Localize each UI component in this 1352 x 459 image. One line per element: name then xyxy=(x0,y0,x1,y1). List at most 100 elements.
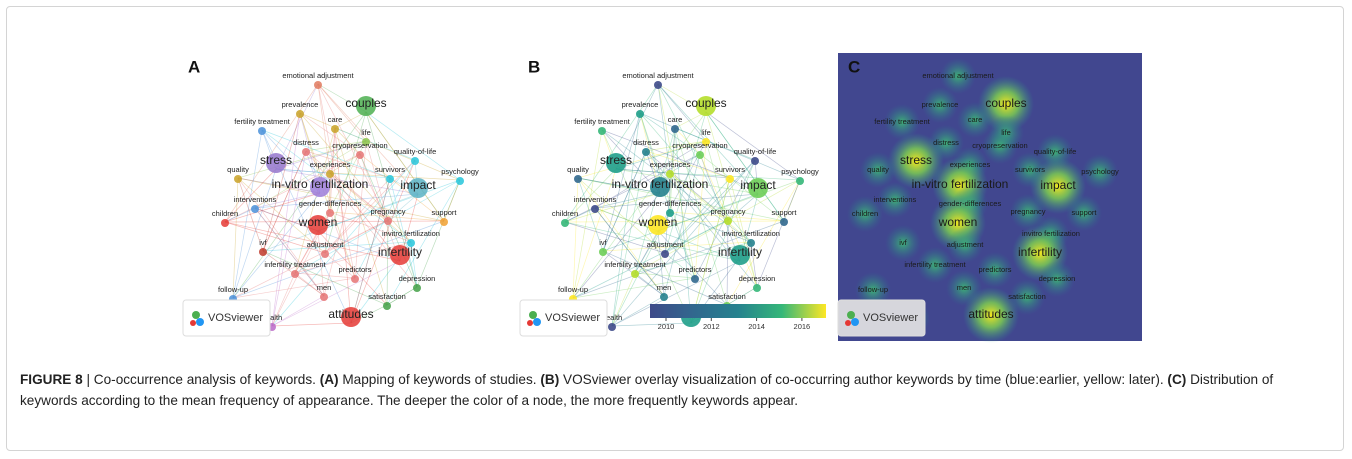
edge xyxy=(254,140,367,209)
edge xyxy=(594,192,661,209)
edge xyxy=(237,177,326,254)
node xyxy=(251,205,259,213)
node xyxy=(666,170,674,178)
edge xyxy=(572,129,603,299)
edge xyxy=(615,83,659,170)
colorbar-tick-label: 2010 xyxy=(658,322,675,331)
density-blob xyxy=(1039,261,1075,297)
keyword-label: experiences xyxy=(310,160,351,169)
node xyxy=(751,157,759,165)
density-blob xyxy=(847,196,883,232)
edge xyxy=(601,129,661,194)
edge xyxy=(694,140,707,279)
node xyxy=(574,175,582,183)
colorbar-tick-label: 2012 xyxy=(703,322,720,331)
keyword-label: ivf xyxy=(899,238,907,247)
edge xyxy=(334,111,367,129)
keyword-label: care xyxy=(968,115,983,124)
edge xyxy=(664,252,696,279)
density-blob xyxy=(884,104,920,140)
panel: emotional adjustment prevalence couplescar… xyxy=(519,57,819,337)
keyword-label: infertility treatment xyxy=(904,260,966,269)
edge xyxy=(224,220,445,223)
keyword-label: men xyxy=(957,283,972,292)
edge xyxy=(705,111,785,222)
edge xyxy=(594,193,759,209)
logo-box xyxy=(182,299,271,337)
edge xyxy=(657,179,801,232)
keyword-label: pregnancy xyxy=(710,207,745,216)
edge xyxy=(365,140,389,221)
edge xyxy=(334,127,361,155)
density-blob xyxy=(885,225,921,261)
keyword-label: quality xyxy=(567,165,589,174)
node xyxy=(747,239,755,247)
keyword-label: experiences xyxy=(950,160,991,169)
brand: VOSviewer xyxy=(208,312,263,324)
node xyxy=(266,153,286,173)
keyword-label: psychology xyxy=(1081,167,1119,176)
edge xyxy=(359,153,445,222)
keyword-label: women xyxy=(938,215,978,229)
edge xyxy=(602,193,759,252)
edge xyxy=(669,211,696,279)
edge xyxy=(294,127,336,274)
edge xyxy=(699,153,741,262)
node xyxy=(730,245,750,265)
keyword-label: care xyxy=(328,115,343,124)
edge xyxy=(634,179,801,274)
keyword-label: ivf xyxy=(259,238,267,247)
edge xyxy=(594,207,665,297)
edge xyxy=(443,179,461,222)
node xyxy=(302,148,310,156)
edge xyxy=(365,111,461,181)
edge xyxy=(602,150,647,252)
edge xyxy=(294,230,319,274)
keyword-label: prevalence xyxy=(622,100,659,109)
keyword-label: satisfaction xyxy=(368,292,406,301)
node xyxy=(608,323,616,331)
edge xyxy=(389,177,418,288)
keyword-label: invitro fertilization xyxy=(382,229,440,238)
edge xyxy=(669,172,801,181)
edge xyxy=(615,168,759,195)
edge xyxy=(602,112,641,252)
logo-icon xyxy=(196,318,204,326)
node xyxy=(696,96,716,116)
node xyxy=(666,209,674,217)
keyword-label: infertility xyxy=(378,245,422,259)
edge xyxy=(261,129,391,179)
edge xyxy=(664,219,729,254)
caption: FIGURE 8 | Co-occurrence analysis of key… xyxy=(20,369,1330,411)
edge xyxy=(350,177,391,324)
keyword-label: quality xyxy=(227,165,249,174)
keyword-label: cryopreservation xyxy=(332,141,387,150)
node xyxy=(356,96,376,116)
density-blob xyxy=(940,58,976,94)
edge xyxy=(416,179,461,288)
node xyxy=(310,177,330,197)
edge xyxy=(365,111,445,222)
edge xyxy=(572,192,661,299)
edge xyxy=(334,127,388,306)
edge xyxy=(699,153,785,222)
edge xyxy=(615,140,707,170)
keyword-label: emotional adjustment xyxy=(922,71,994,80)
node xyxy=(702,138,710,146)
edge xyxy=(645,140,707,152)
keyword-label: interventions xyxy=(874,195,917,204)
keyword-label: stress xyxy=(260,153,292,167)
edge xyxy=(294,272,356,279)
edge xyxy=(669,211,752,243)
keyword-label: children xyxy=(212,209,238,218)
keyword-label: impact xyxy=(1040,178,1076,192)
edge xyxy=(611,159,756,327)
node xyxy=(408,178,428,198)
keyword-label: support xyxy=(431,208,457,217)
edge xyxy=(645,150,731,179)
edge xyxy=(237,177,264,252)
node xyxy=(591,205,599,213)
edge xyxy=(262,250,388,306)
edge xyxy=(232,220,445,299)
node xyxy=(331,125,339,133)
